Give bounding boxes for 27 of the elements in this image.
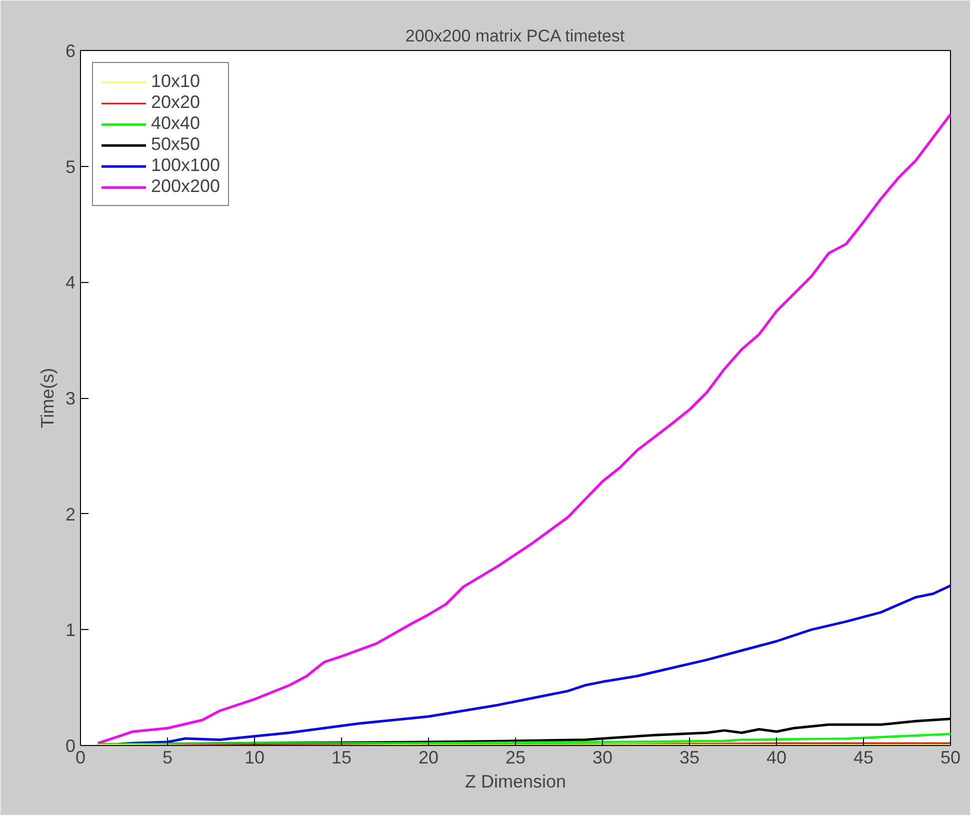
y-tick-label: 2 xyxy=(65,504,76,524)
y-tick-label: 6 xyxy=(65,41,76,61)
x-tick-label: 20 xyxy=(418,748,439,768)
y-tick-label: 5 xyxy=(65,156,76,177)
line-series xyxy=(96,732,950,746)
x-tick-label: 40 xyxy=(766,748,787,768)
x-tick-label: 5 xyxy=(162,748,173,768)
chart-title: 200x200 matrix PCA timetest xyxy=(405,26,625,46)
x-tick-label: 25 xyxy=(505,748,526,768)
x-tick-label: 50 xyxy=(940,748,961,768)
legend-label: 40x40 xyxy=(151,113,200,134)
x-tick-label: 10 xyxy=(244,748,265,768)
legend-label: 50x50 xyxy=(151,134,200,155)
x-tick-label: 45 xyxy=(853,748,874,768)
line-series xyxy=(96,112,950,744)
x-tick-label: 15 xyxy=(331,748,352,768)
y-tick-label: 3 xyxy=(65,388,76,408)
legend-label: 100x100 xyxy=(151,155,220,176)
legend-label: 10x10 xyxy=(151,71,200,92)
y-tick-label: 4 xyxy=(65,272,76,293)
x-axis-title: Z Dimension xyxy=(464,772,566,792)
legend-label: 20x20 xyxy=(151,92,200,113)
legend-label: 200x200 xyxy=(151,176,220,197)
x-tick-label: 35 xyxy=(679,748,700,768)
x-tick-label: 30 xyxy=(592,748,613,768)
y-tick-label: 1 xyxy=(65,620,76,640)
y-axis-title: Time(s) xyxy=(37,368,58,428)
